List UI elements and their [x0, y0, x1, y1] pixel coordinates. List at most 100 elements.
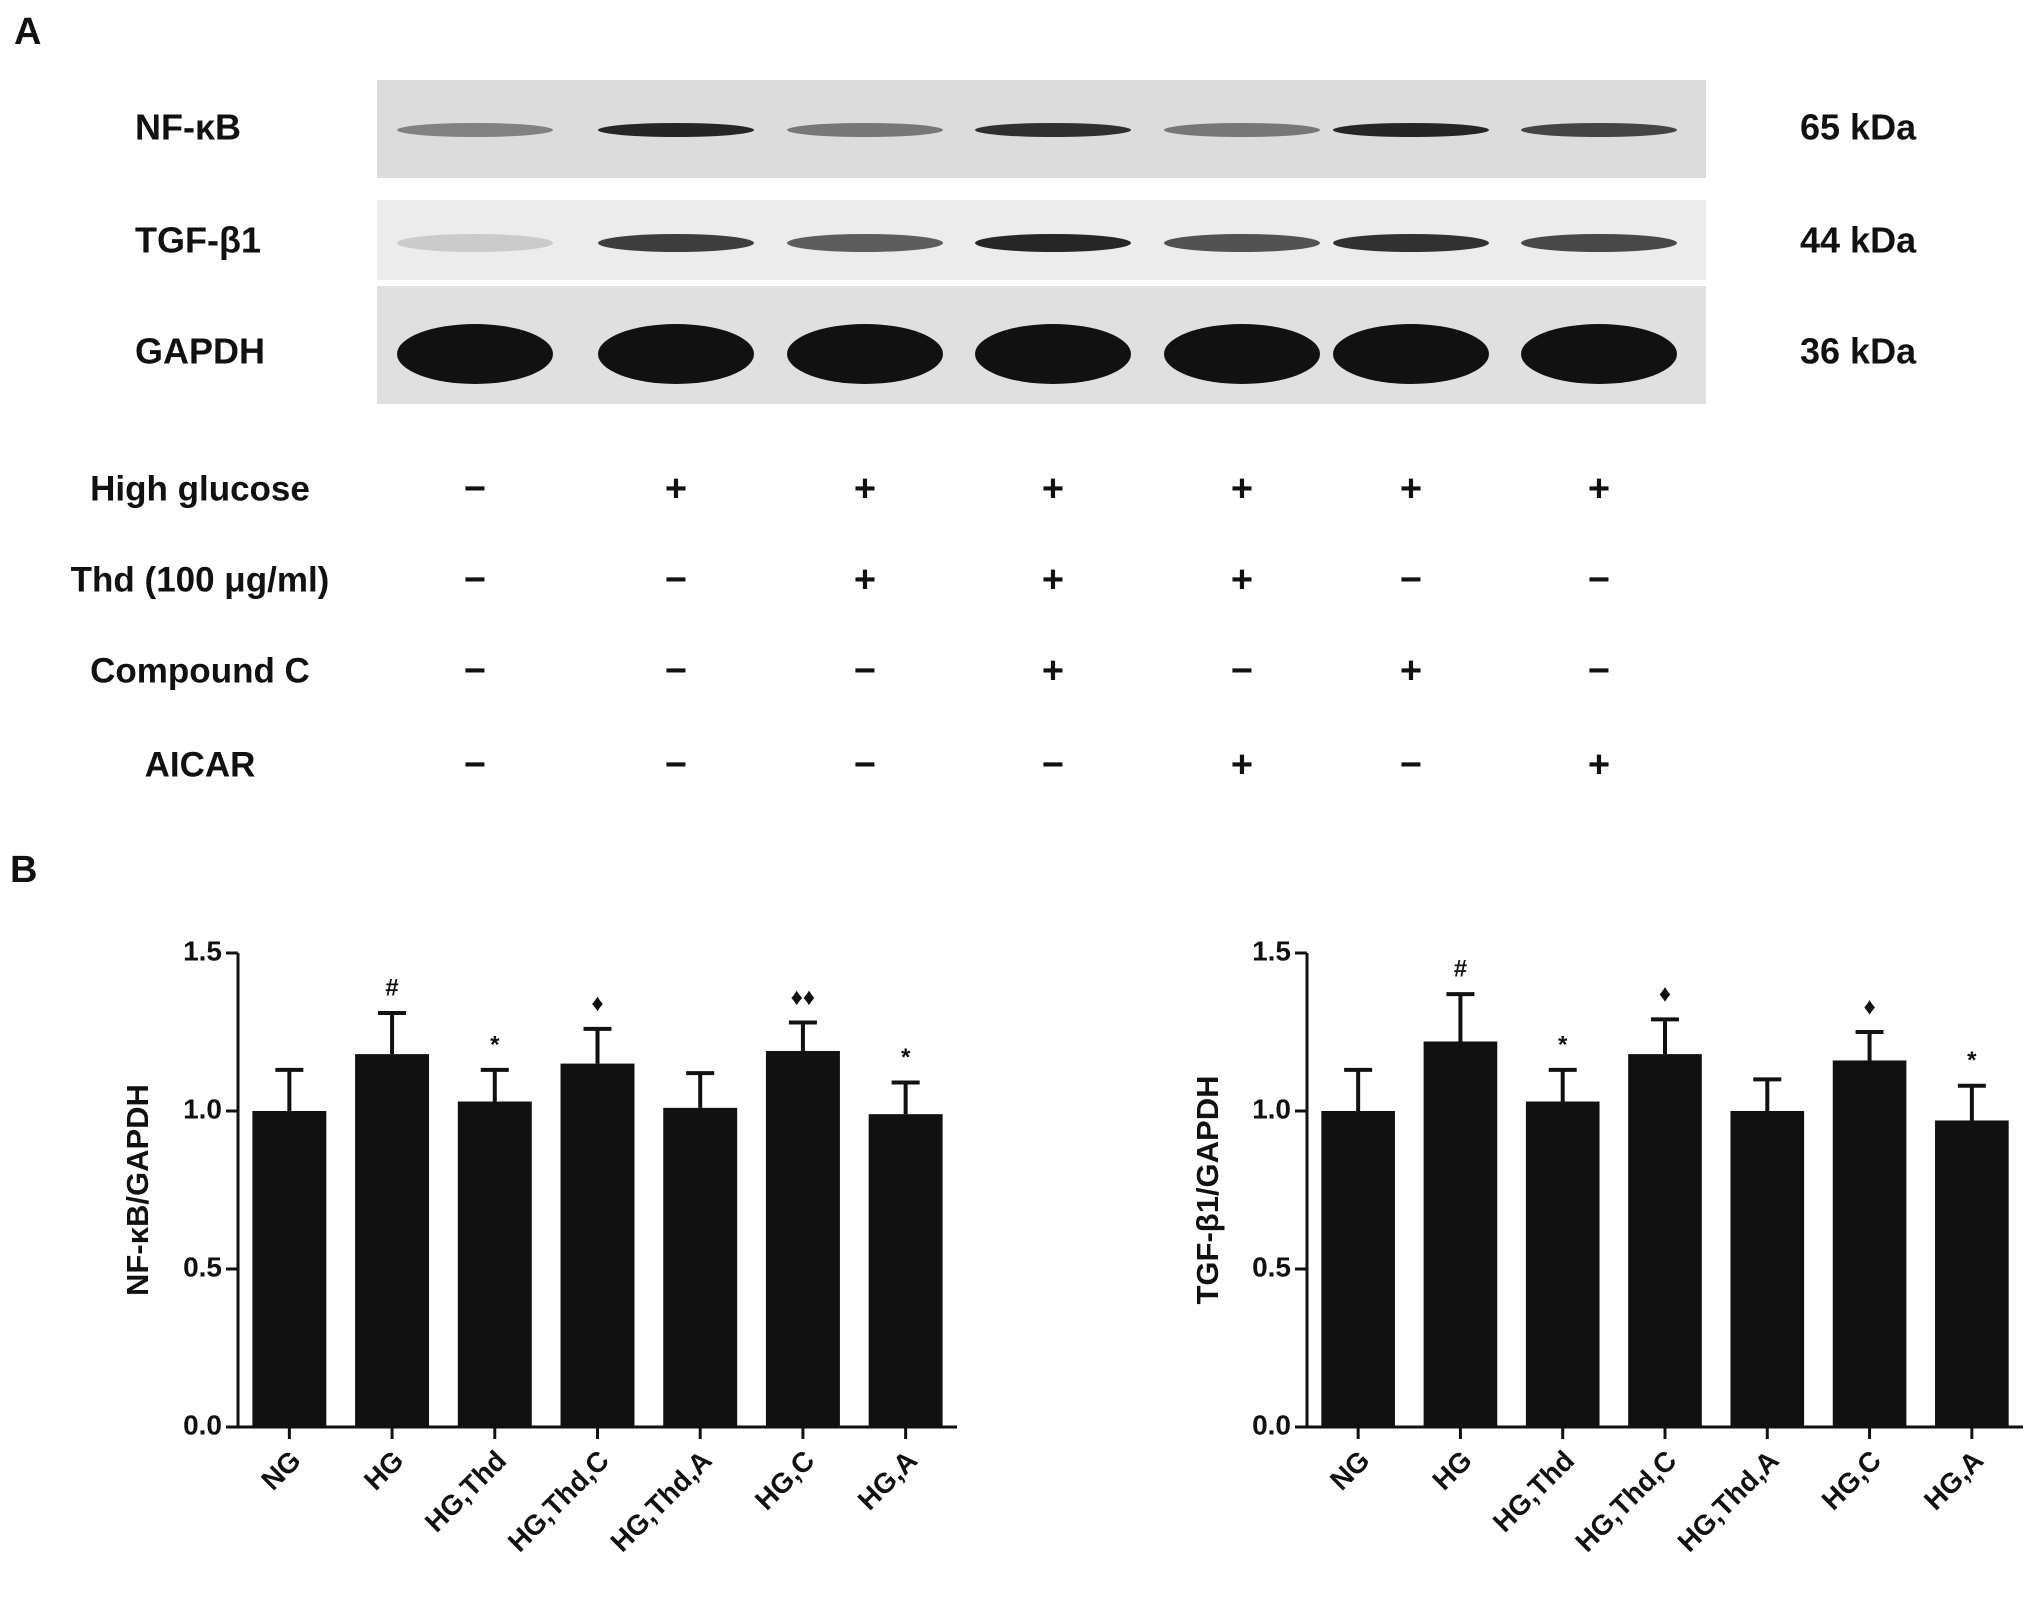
band: [1521, 234, 1677, 252]
x-tick-label: NG: [1324, 1445, 1376, 1497]
band-size: 65 kDa: [1800, 107, 1917, 148]
significance-marker: *: [901, 1044, 911, 1071]
treatment-sign: −: [1588, 559, 1610, 601]
treatment-sign: −: [1042, 744, 1064, 786]
treatment-sign: +: [665, 468, 687, 510]
treatment-sign: +: [1042, 468, 1064, 510]
band: [787, 234, 943, 252]
y-tick-label: 1.5: [1252, 935, 1291, 966]
x-tick-label: HG,A: [852, 1445, 923, 1516]
significance-marker: ♦: [591, 990, 603, 1017]
treatment-sign: −: [665, 744, 687, 786]
bar: [1730, 1111, 1805, 1427]
band: [787, 324, 943, 384]
band: [975, 123, 1131, 137]
band-size: 36 kDa: [1800, 331, 1917, 372]
band: [1164, 324, 1320, 384]
x-tick-label: HG: [1426, 1445, 1478, 1497]
treatment-label: High glucose: [90, 469, 310, 508]
x-tick-label: HG,Thd: [419, 1445, 512, 1538]
panel-label: B: [10, 849, 37, 891]
x-tick-label: HG,Thd: [1487, 1445, 1580, 1538]
x-tick-label: HG,C: [749, 1445, 820, 1516]
treatment-sign: +: [1588, 744, 1610, 786]
significance-marker: ♦: [1863, 993, 1875, 1020]
treatment-label: AICAR: [145, 745, 256, 784]
bar: [1628, 1054, 1702, 1427]
band-label: GAPDH: [135, 331, 265, 372]
band: [397, 234, 553, 252]
y-tick-label: 1.0: [183, 1093, 222, 1124]
bar: [1832, 1060, 1907, 1427]
x-tick-label: HG,C: [1816, 1445, 1887, 1516]
significance-marker: ♦♦: [791, 984, 816, 1011]
y-tick-label: 1.0: [1252, 1093, 1291, 1124]
treatment-sign: −: [1400, 744, 1422, 786]
x-tick-label: HG,A: [1918, 1445, 1989, 1516]
treatment-sign: −: [464, 650, 486, 692]
band: [975, 234, 1131, 252]
x-tick-label: NG: [255, 1445, 307, 1497]
treatment-sign: −: [464, 559, 486, 601]
x-tick-label: HG,Thd,A: [1672, 1445, 1785, 1558]
band: [1521, 123, 1677, 137]
treatment-sign: −: [464, 468, 486, 510]
y-tick-label: 0.0: [1252, 1409, 1291, 1440]
treatment-sign: +: [1400, 468, 1422, 510]
band: [1521, 324, 1677, 384]
bar: [457, 1101, 532, 1427]
y-tick-label: 0.5: [183, 1251, 222, 1282]
significance-marker: *: [1967, 1047, 1977, 1074]
bar: [765, 1050, 840, 1427]
treatment-sign: −: [1588, 650, 1610, 692]
significance-marker: ♦: [1659, 981, 1671, 1008]
treatment-label: Compound C: [90, 651, 310, 690]
bar: [252, 1111, 327, 1427]
band: [1164, 123, 1320, 137]
treatment-sign: −: [1231, 650, 1253, 692]
x-tick-label: HG,Thd,C: [1569, 1445, 1682, 1558]
treatment-label: Thd (100 μg/ml): [71, 560, 330, 599]
treatment-sign: +: [1042, 650, 1064, 692]
band: [598, 123, 754, 137]
x-tick-label: HG,Thd,C: [502, 1445, 615, 1558]
band: [397, 123, 553, 137]
bar: [560, 1063, 635, 1427]
y-axis-label: NF-κB/GAPDH: [120, 1084, 155, 1296]
band: [1333, 123, 1489, 137]
significance-marker: *: [1558, 1031, 1568, 1058]
bar: [1321, 1111, 1395, 1427]
significance-marker: *: [490, 1031, 500, 1058]
treatment-sign: −: [854, 744, 876, 786]
treatment-sign: +: [1588, 468, 1610, 510]
treatment-sign: −: [1400, 559, 1422, 601]
treatment-sign: +: [854, 559, 876, 601]
x-tick-label: HG,Thd,A: [604, 1445, 717, 1558]
treatment-sign: +: [1231, 468, 1253, 510]
treatment-sign: +: [1231, 744, 1253, 786]
bar: [1423, 1041, 1498, 1427]
treatment-sign: −: [665, 559, 687, 601]
panel-label: A: [14, 11, 41, 53]
band: [598, 234, 754, 252]
band-label: TGF-β1: [135, 220, 261, 261]
bar: [1525, 1101, 1600, 1427]
x-tick-label: HG: [358, 1445, 410, 1497]
treatment-sign: −: [464, 744, 486, 786]
y-tick-label: 1.5: [183, 935, 222, 966]
band: [787, 123, 943, 137]
band: [598, 324, 754, 384]
treatment-sign: +: [1400, 650, 1422, 692]
y-tick-label: 0.5: [1252, 1251, 1291, 1282]
y-tick-label: 0.0: [183, 1409, 222, 1440]
bar: [355, 1054, 430, 1427]
bar: [663, 1107, 738, 1427]
band: [1333, 324, 1489, 384]
treatment-sign: −: [665, 650, 687, 692]
band: [1333, 234, 1489, 252]
treatment-sign: +: [1042, 559, 1064, 601]
significance-marker: #: [1454, 955, 1467, 982]
band-label: NF-κB: [135, 107, 241, 148]
treatment-sign: +: [1231, 559, 1253, 601]
